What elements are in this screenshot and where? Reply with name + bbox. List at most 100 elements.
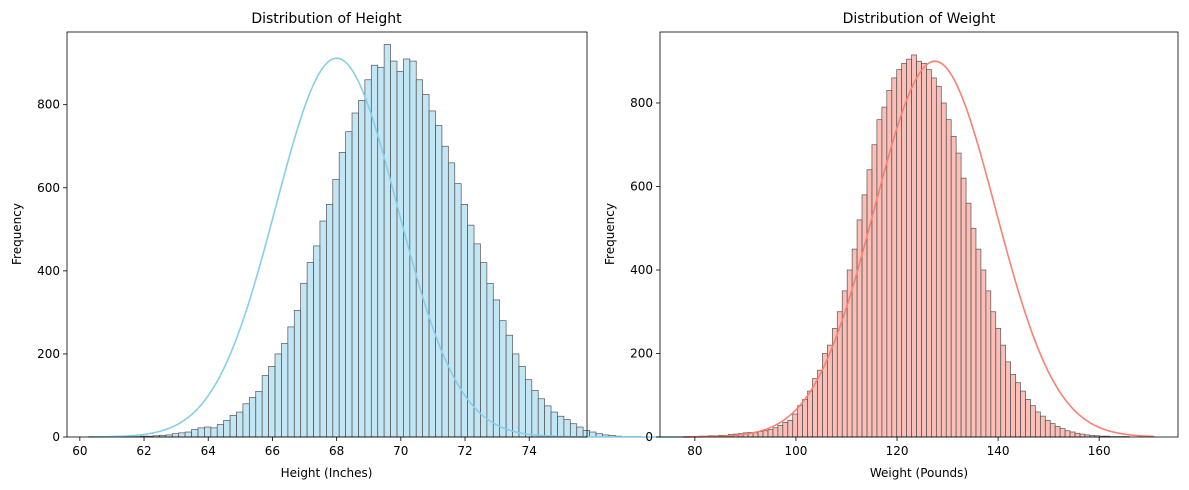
- height-bar: [435, 125, 443, 438]
- weight-bar: [1054, 426, 1061, 438]
- height-bar: [390, 60, 398, 438]
- height-bar: [229, 415, 237, 438]
- weight-y-tick-label: 400: [630, 263, 653, 277]
- height-kde-line: [88, 57, 693, 438]
- height-bar: [415, 79, 424, 438]
- height-bar: [364, 79, 372, 438]
- height-x-tick-label: 70: [393, 444, 408, 458]
- height-bar: [248, 397, 257, 438]
- weight-bar: [1005, 361, 1011, 438]
- weight-bar: [1010, 374, 1016, 438]
- weight-bar: [807, 390, 813, 438]
- height-bar: [409, 60, 417, 438]
- height-bar: [531, 390, 539, 438]
- height-x-tick-label: 64: [201, 444, 216, 458]
- weight-bar: [1035, 411, 1041, 438]
- weight-x-tick-label: 140: [987, 444, 1010, 458]
- height-bar: [197, 427, 205, 438]
- height-bar: [486, 282, 494, 438]
- weight-bar: [1059, 428, 1066, 438]
- weight-bar: [921, 62, 927, 438]
- weight-bar: [950, 136, 957, 438]
- height-bar: [505, 334, 513, 438]
- height-bar: [582, 430, 590, 438]
- height-bar: [274, 353, 282, 438]
- weight-chart-title: Distribution of Weight: [843, 11, 996, 27]
- height-bar: [383, 44, 391, 438]
- height-y-tick-label: 400: [37, 264, 60, 278]
- height-bar: [569, 423, 578, 438]
- weight-x-tick-label: 160: [1088, 444, 1111, 458]
- height-bar: [216, 424, 224, 438]
- height-bar: [370, 64, 379, 438]
- weight-bar: [1000, 344, 1007, 438]
- weight-bar: [792, 413, 799, 438]
- weight-bar: [901, 62, 907, 438]
- height-bar: [345, 131, 353, 438]
- height-bar: [210, 427, 218, 438]
- height-bar: [544, 405, 552, 438]
- weight-bar: [797, 405, 803, 438]
- height-bar: [306, 262, 314, 438]
- weight-bar: [1074, 432, 1081, 438]
- weight-bar: [1030, 405, 1036, 438]
- weight-bar: [802, 399, 808, 438]
- height-bar: [191, 429, 199, 438]
- weight-bar: [980, 269, 987, 438]
- weight-bar: [861, 194, 868, 438]
- weight-bar: [1069, 431, 1076, 438]
- weight-y-tick-label: 0: [645, 430, 653, 444]
- weight-bar: [1015, 382, 1021, 438]
- height-bar: [293, 309, 302, 438]
- weight-bar: [970, 227, 977, 438]
- height-bar: [351, 112, 359, 438]
- weight-bar: [990, 311, 997, 438]
- weight-plot-frame: [659, 31, 1179, 438]
- weight-bar: [856, 219, 863, 438]
- height-bar: [563, 419, 571, 438]
- weight-x-tick-label: 120: [886, 444, 909, 458]
- height-bar: [242, 403, 250, 438]
- height-bar: [223, 420, 231, 438]
- height-x-axis-label: Height (Inches): [281, 466, 373, 480]
- weight-bar: [965, 202, 972, 438]
- weight-bar: [935, 85, 942, 438]
- weight-bar: [1044, 419, 1051, 438]
- weight-bar: [1039, 415, 1046, 438]
- weight-bar: [876, 119, 883, 438]
- weight-bar: [960, 177, 967, 438]
- height-histogram-panel: Distribution of Height Height (Inches) F…: [10, 11, 693, 480]
- weight-bar: [881, 106, 888, 438]
- height-bar: [261, 375, 269, 438]
- weight-bar: [940, 102, 947, 438]
- height-bar: [255, 390, 263, 438]
- height-bar: [326, 204, 334, 438]
- height-bar: [236, 411, 244, 438]
- height-bar: [338, 152, 346, 438]
- weight-bar: [866, 169, 873, 438]
- height-bar: [428, 110, 436, 438]
- weight-y-tick-label: 200: [630, 346, 653, 360]
- weight-bar: [871, 144, 878, 438]
- weight-bar: [985, 290, 992, 438]
- height-bar: [550, 411, 558, 438]
- height-bar: [557, 415, 565, 438]
- height-bar: [492, 299, 501, 438]
- height-bar: [422, 93, 430, 438]
- height-y-tick-label: 600: [37, 181, 60, 195]
- height-bar: [377, 66, 385, 438]
- weight-histogram-panel: Distribution of Weight Weight (Pounds) F…: [603, 11, 1179, 480]
- weight-bar: [1020, 390, 1026, 438]
- height-bar: [358, 100, 366, 438]
- weight-bar: [955, 152, 962, 438]
- height-y-tick-label: 200: [37, 347, 60, 361]
- height-y-tick-label: 800: [37, 98, 60, 112]
- height-bar: [499, 320, 507, 438]
- weight-bar: [757, 431, 764, 438]
- weight-bars: [683, 54, 1130, 438]
- weight-bar: [945, 119, 952, 438]
- weight-bar: [911, 54, 917, 438]
- height-bar: [313, 245, 321, 438]
- height-bar: [454, 183, 462, 438]
- height-chart-title: Distribution of Height: [251, 11, 402, 27]
